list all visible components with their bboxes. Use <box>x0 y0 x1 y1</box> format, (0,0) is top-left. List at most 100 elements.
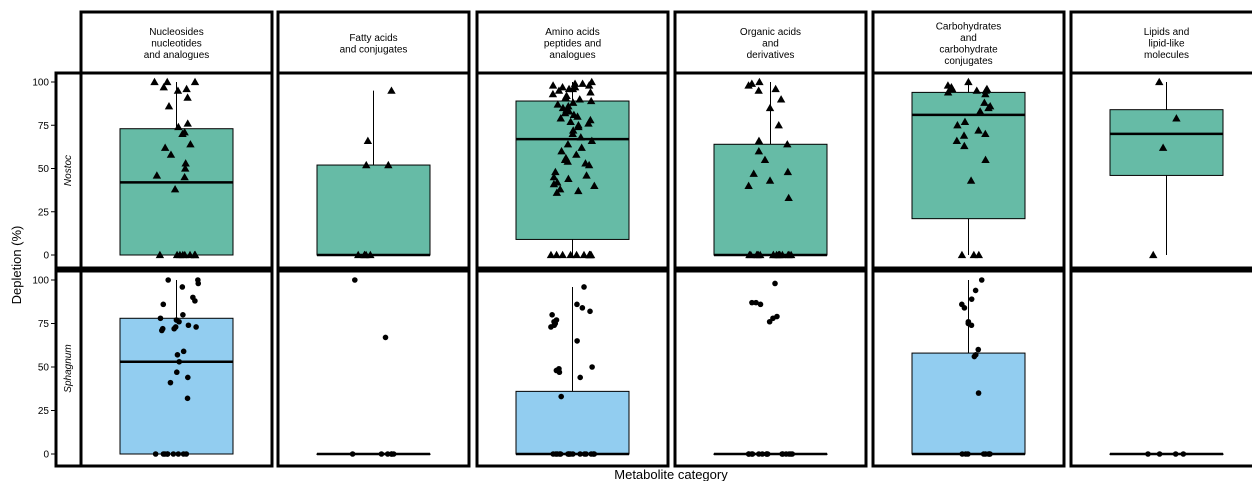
data-point <box>788 451 794 457</box>
facet-header-line: Fatty acids <box>349 33 397 44</box>
data-point <box>980 98 989 106</box>
data-point <box>574 122 583 131</box>
data-point <box>558 250 567 259</box>
data-point <box>384 160 393 169</box>
data-point <box>553 451 559 457</box>
data-point <box>552 250 561 259</box>
data-point <box>159 327 165 334</box>
data-point <box>569 126 578 134</box>
box <box>515 390 630 455</box>
data-point <box>558 82 567 91</box>
data-point <box>1145 451 1151 457</box>
data-point <box>753 299 759 306</box>
data-point <box>964 77 973 86</box>
data-point <box>179 284 186 290</box>
y-tick-label: 75 <box>38 121 50 132</box>
data-point <box>986 451 993 457</box>
data-point <box>784 193 793 202</box>
plot-layer: Nucleosides nucleotides and analoguesFatty… <box>32 10 1252 468</box>
data-point <box>783 167 793 176</box>
data-point <box>744 81 753 89</box>
data-point <box>753 250 762 259</box>
facet-header-fatty-acids-and-conjugates <box>276 10 471 75</box>
data-point <box>570 451 576 457</box>
data-point <box>1172 114 1181 122</box>
data-point <box>772 280 778 287</box>
data-point <box>974 250 984 259</box>
data-point <box>175 250 185 259</box>
data-point <box>155 250 165 259</box>
data-point <box>548 324 554 330</box>
data-point <box>558 393 565 400</box>
y-tick-label: 0 <box>43 450 49 461</box>
data-point <box>183 93 192 101</box>
panel-frame <box>673 269 868 468</box>
data-point <box>352 277 358 283</box>
data-point <box>779 451 785 457</box>
data-point <box>152 171 162 179</box>
data-point <box>975 107 985 115</box>
data-point <box>765 176 775 184</box>
data-point <box>1149 250 1158 259</box>
data-point <box>165 277 172 283</box>
data-point <box>384 451 391 457</box>
data-point <box>181 164 190 172</box>
data-point <box>167 379 174 386</box>
data-point <box>185 322 192 329</box>
facet-header-line: and analogues <box>144 50 210 61</box>
data-point <box>984 103 993 112</box>
data-point <box>754 147 764 155</box>
data-point <box>173 369 180 376</box>
y-tick-label: 25 <box>38 207 50 218</box>
data-point <box>193 324 199 330</box>
data-point <box>981 155 990 163</box>
data-point <box>174 122 183 131</box>
data-point <box>170 451 177 457</box>
facet-header-line: derivatives <box>747 50 795 61</box>
data-point <box>1156 451 1163 457</box>
data-point <box>968 322 975 329</box>
data-point <box>181 159 190 167</box>
data-point <box>576 133 586 141</box>
data-point <box>755 77 764 86</box>
data-point <box>549 172 559 181</box>
y-tick-label: 75 <box>38 319 50 330</box>
y-tick-label: 100 <box>32 276 49 287</box>
data-point <box>185 374 191 381</box>
data-point <box>162 451 168 457</box>
facet-header-line: and <box>762 39 779 50</box>
facet-header-line: Lipids and <box>1144 27 1190 38</box>
data-point <box>360 250 369 259</box>
data-point <box>552 188 562 196</box>
data-point <box>195 280 202 287</box>
data-point <box>556 369 563 376</box>
facet-header-line: carbohydrate <box>939 44 998 55</box>
facet-header-label-organic-acids-and-derivatives: Organic acids and derivatives <box>740 27 801 61</box>
data-point <box>190 250 199 259</box>
box <box>316 164 431 256</box>
data-point <box>775 250 785 259</box>
data-point <box>390 451 397 457</box>
box <box>911 91 1026 220</box>
data-point <box>968 296 975 302</box>
data-point <box>157 315 164 322</box>
data-point <box>786 250 796 259</box>
data-point <box>749 451 756 457</box>
data-point <box>981 86 990 94</box>
data-point <box>577 451 583 457</box>
data-point <box>574 338 580 344</box>
data-point <box>354 250 363 259</box>
facet-header-label-carbohydrates-and-carbohydrate-conjugates: Carbohydrates and carbohydrate conjugates <box>936 21 1002 67</box>
data-point <box>972 287 979 294</box>
data-point <box>581 284 587 290</box>
data-point <box>184 395 191 402</box>
panel-frame <box>276 269 471 468</box>
data-point <box>577 374 583 381</box>
y-tick-label: 100 <box>32 78 49 89</box>
data-point <box>563 140 573 148</box>
data-point <box>186 140 195 148</box>
data-point <box>764 451 771 457</box>
data-point <box>173 86 183 94</box>
data-point <box>564 84 574 93</box>
data-point <box>563 157 572 165</box>
